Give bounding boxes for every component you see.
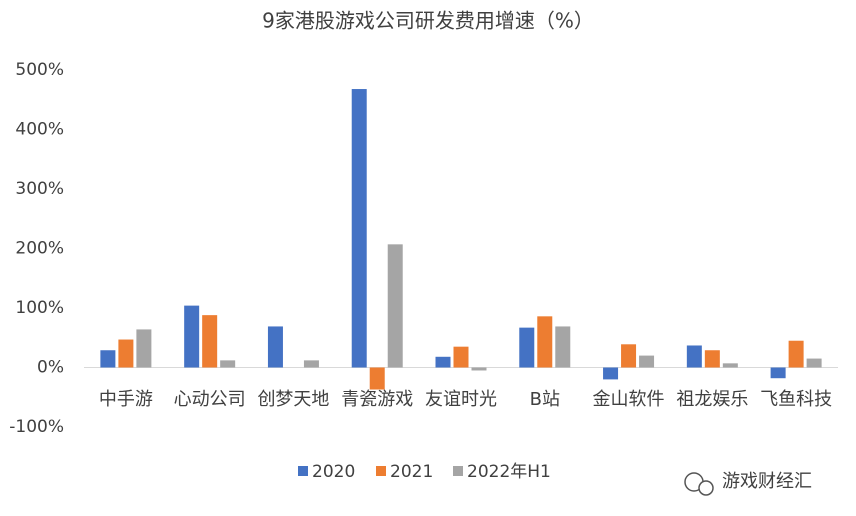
bar [303,360,319,368]
bar [435,356,451,368]
x-tick-label: 青瓷游戏 [341,389,413,410]
y-tick-label: -100% [9,417,64,437]
bar [267,326,283,368]
legend-label: 2020 [312,462,355,482]
bar [603,367,619,380]
x-tick-label: 飞鱼科技 [760,389,832,410]
legend-label: 2022年H1 [467,462,551,482]
legend-swatch [298,466,308,476]
bar [369,367,385,390]
bar [704,350,720,368]
x-tick-label: 金山软件 [593,389,665,410]
bar [686,345,702,368]
watermark-text: 游戏财经汇 [722,471,812,492]
y-tick-label: 500% [15,60,64,80]
legend-swatch [376,466,386,476]
y-tick-label: 100% [15,298,64,318]
legend-label: 2021 [390,462,433,482]
bar [621,344,637,368]
bar [806,358,822,368]
bar [136,329,152,368]
bar [100,350,116,368]
bar [519,327,535,368]
watermark: 游戏财经汇 [684,471,812,496]
y-tick-label: 200% [15,239,64,259]
bar [202,315,218,368]
y-tick-label: 300% [15,179,64,199]
bar [453,346,469,368]
bar [387,244,403,368]
bar [555,326,571,368]
bar [184,305,200,368]
bar [471,367,487,371]
bar [788,340,804,368]
x-tick-label: 心动公司 [174,389,246,410]
x-tick-label: 中手游 [99,389,153,410]
bar [118,339,134,368]
y-tick-label: 400% [15,120,64,140]
chart-title: 9家港股游戏公司研发费用增速（%） [262,9,594,33]
bar [537,316,553,368]
x-tick-label: 友谊时光 [425,389,497,410]
legend-swatch [453,466,463,476]
bar [722,363,738,368]
bar [351,89,367,368]
x-tick-label: 祖龙娱乐 [676,389,748,410]
y-tick-label: 0% [37,358,64,378]
watermark-icon [698,480,714,496]
bar [770,367,786,379]
x-tick-label: 创梦天地 [257,389,329,410]
bar [639,355,655,368]
bar [220,360,236,368]
x-tick-label: B站 [530,389,560,410]
